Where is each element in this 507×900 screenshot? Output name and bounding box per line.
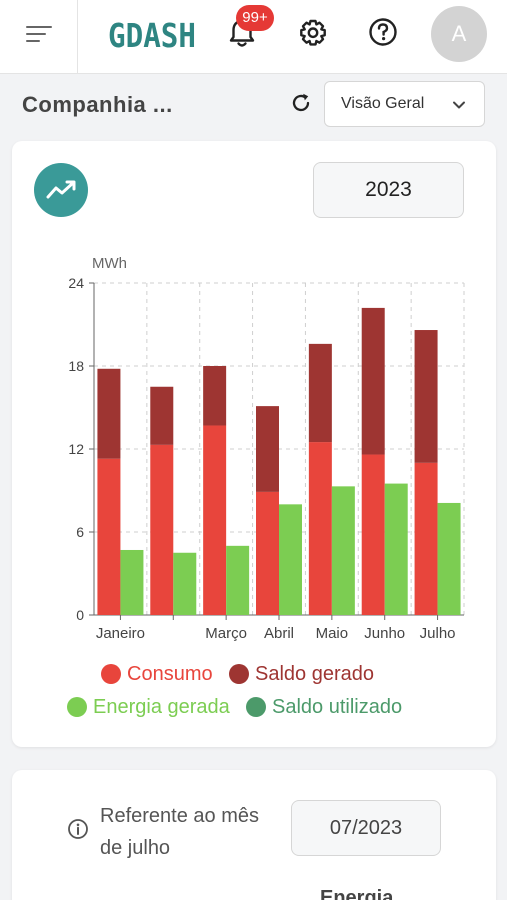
- legend-label: Saldo utilizado: [272, 696, 403, 718]
- legend-label: Energia gerada: [93, 696, 230, 718]
- bar-consumo: [97, 458, 121, 615]
- trending-up-icon: [46, 180, 76, 199]
- legend-label: Consumo: [127, 663, 213, 685]
- legend-dot: [101, 664, 121, 684]
- y-tick-label: 12: [68, 441, 84, 457]
- energia-label: Energia: [320, 887, 394, 900]
- x-tick-label: Março: [205, 625, 247, 642]
- x-tick-label: Julho: [420, 625, 456, 642]
- bar-saldo-gerado: [256, 406, 279, 492]
- legend-dot: [67, 697, 87, 717]
- y-tick-label: 0: [76, 607, 84, 623]
- monthly-energy-bar-chart: 0 6 12 18 24 MWh Janeiro Março Abril Maio Junho Jul…: [68, 255, 465, 642]
- info-icon[interactable]: [67, 818, 89, 840]
- svg-text:GDASH: GDASH: [108, 16, 196, 54]
- bar-saldo-gerado: [150, 386, 174, 445]
- bar-energia-gerada: [120, 549, 144, 615]
- y-tick-label: 18: [68, 358, 84, 374]
- user-avatar[interactable]: A: [431, 6, 487, 62]
- bar-consumo: [361, 454, 385, 615]
- consumption-chart-card: 2023 0 6 12 18 24 MWh Janeiro Março Abril Maio Jun…: [12, 141, 496, 747]
- bar-saldo-gerado: [414, 330, 438, 463]
- x-tick-label: Janeiro: [96, 625, 145, 642]
- year-selector[interactable]: 2023: [313, 162, 464, 218]
- legend-dot: [246, 697, 266, 717]
- chevron-down-icon: [453, 101, 465, 109]
- bar-energia-gerada: [173, 552, 197, 615]
- bar-consumo: [203, 425, 227, 615]
- y-axis-label: MWh: [92, 255, 127, 272]
- refresh-icon[interactable]: [289, 91, 313, 115]
- company-name: Companhia ...: [22, 92, 173, 117]
- help-icon[interactable]: [368, 17, 398, 47]
- hamburger-menu-icon[interactable]: [26, 24, 52, 44]
- view-select-value: Visão Geral: [341, 95, 425, 112]
- bar-consumo: [256, 491, 279, 615]
- notification-badge: 99+: [236, 5, 274, 31]
- gear-icon[interactable]: [298, 18, 328, 48]
- x-tick-label: Abril: [264, 625, 294, 642]
- reference-month-text: Referente ao mês de julho: [100, 805, 259, 859]
- bar-saldo-gerado: [361, 307, 385, 455]
- month-selector[interactable]: 07/2023: [291, 800, 441, 856]
- bar-energia-gerada: [384, 483, 408, 615]
- bar-saldo-gerado: [203, 366, 227, 426]
- x-tick-label: Junho: [364, 625, 405, 642]
- bar-consumo: [308, 442, 332, 615]
- legend-dot: [229, 664, 249, 684]
- bar-energia-gerada: [279, 504, 302, 615]
- monthly-summary-card: Referente ao mês de julho 07/2023 Energi…: [12, 770, 496, 900]
- y-tick-label: 6: [76, 524, 84, 540]
- bar-consumo: [150, 444, 174, 615]
- x-tick-label: Maio: [316, 625, 349, 642]
- chart-type-button[interactable]: [34, 163, 88, 217]
- gdash-logo: GDASH: [108, 16, 196, 54]
- menu-button[interactable]: [0, 0, 78, 74]
- bar-saldo-gerado: [308, 343, 332, 443]
- bar-energia-gerada: [331, 486, 355, 615]
- bar-saldo-gerado: [97, 368, 121, 459]
- view-select[interactable]: Visão Geral: [324, 81, 485, 127]
- page-subheader: Companhia ... Visão Geral: [0, 74, 507, 132]
- legend-label: Saldo gerado: [255, 663, 374, 685]
- bar-consumo: [414, 462, 438, 615]
- bar-energia-gerada: [226, 545, 250, 615]
- top-bar: GDASH 99+ A: [0, 0, 507, 74]
- y-tick-label: 24: [68, 275, 84, 291]
- bar-energia-gerada: [437, 502, 461, 615]
